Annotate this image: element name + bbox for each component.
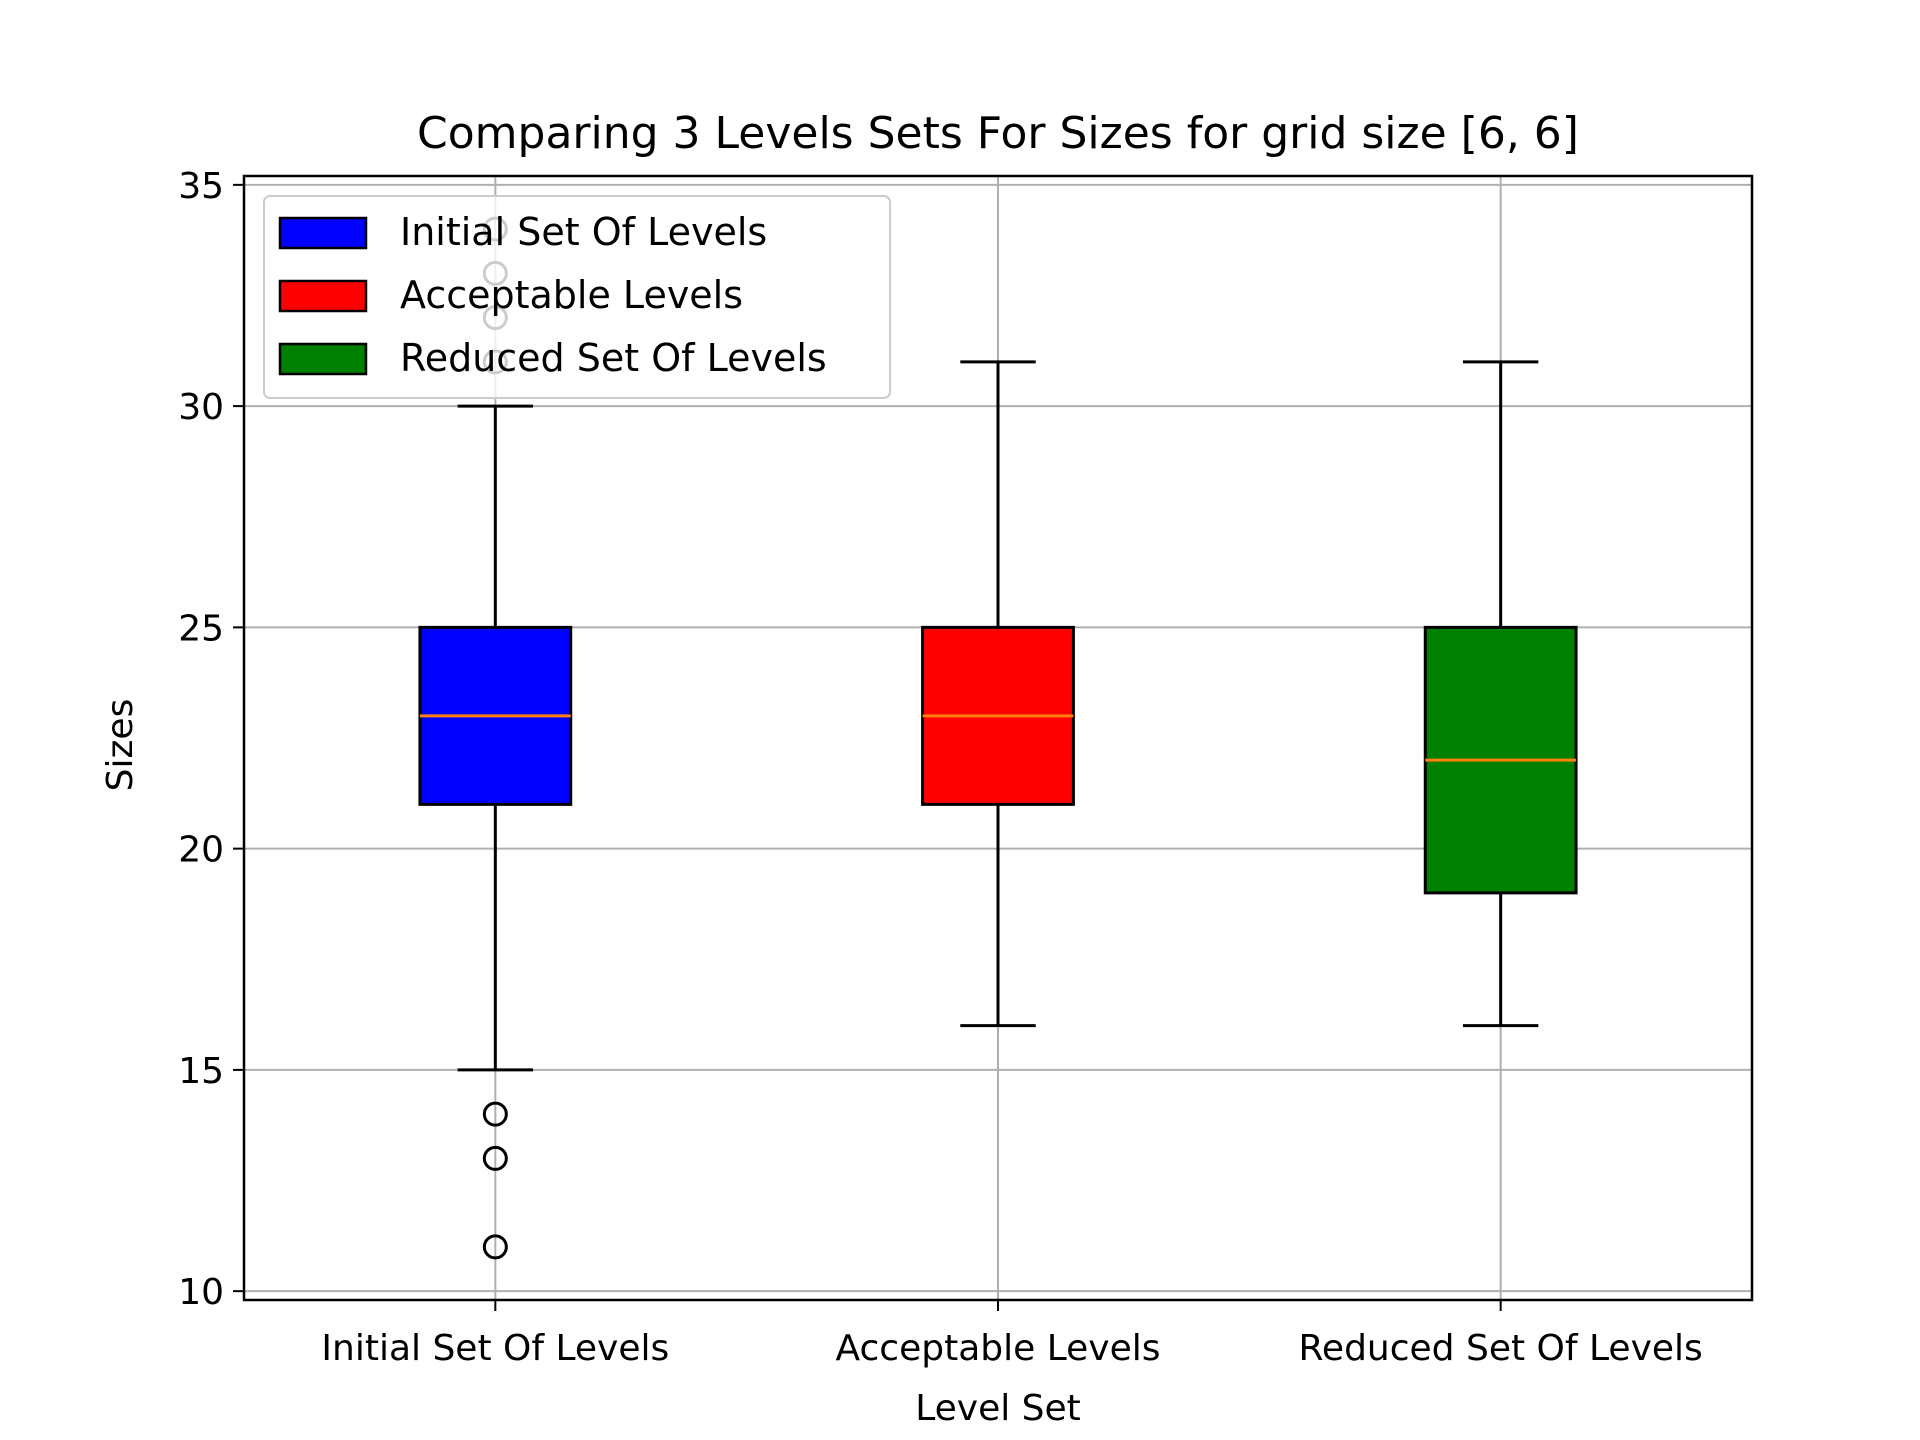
x-tick-label: Acceptable Levels [836, 1328, 1161, 1369]
legend-label: Acceptable Levels [400, 273, 743, 317]
outlier-point [482, 1101, 508, 1127]
y-tick-label: 35 [178, 166, 224, 207]
legend-swatch [278, 216, 368, 250]
outlier-point [482, 1145, 508, 1171]
box-group [1423, 360, 1578, 1028]
y-tick-label: 25 [178, 608, 224, 649]
legend-box [263, 195, 891, 399]
legend-label: Reduced Set Of Levels [400, 336, 827, 380]
y-tick-label: 20 [178, 830, 224, 871]
chart-title: Comparing 3 Levels Sets For Sizes for gr… [417, 108, 1579, 159]
axis-ticks: 10 15 20 25 30 35 Initial Set Of Levels Accepta… [178, 166, 1703, 1369]
outlier-point [482, 1234, 508, 1260]
y-axis-label: Sizes [100, 699, 141, 792]
box-group [418, 216, 573, 1260]
box-series [418, 216, 1578, 1260]
legend-swatch [278, 342, 368, 376]
y-tick-label: 15 [178, 1051, 224, 1092]
legend: Initial Set Of Levels Acceptable Levels Re… [263, 195, 891, 399]
box-group [921, 360, 1075, 1028]
x-tick-label: Initial Set Of Levels [321, 1328, 669, 1369]
y-tick-label: 10 [178, 1272, 224, 1313]
legend-swatch [278, 279, 368, 313]
y-tick-label: 30 [178, 387, 224, 428]
legend-label: Initial Set Of Levels [400, 210, 767, 254]
x-tick-label: Reduced Set Of Levels [1299, 1328, 1703, 1369]
x-axis-label: Level Set [915, 1388, 1081, 1429]
